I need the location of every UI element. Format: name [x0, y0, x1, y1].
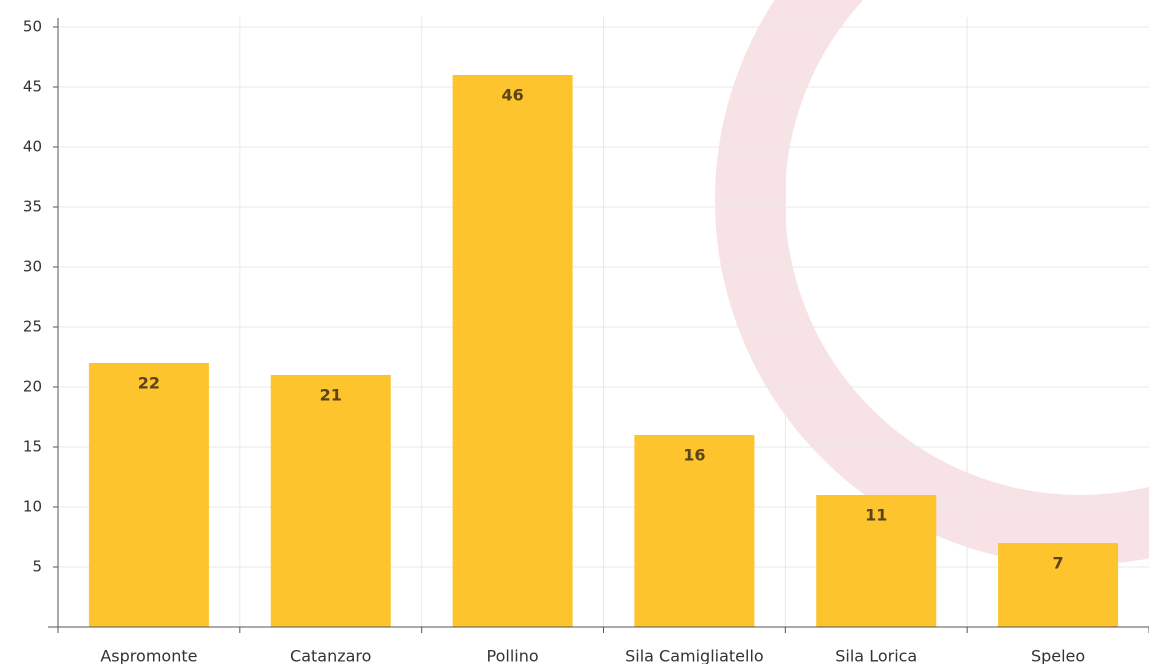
y-tick-label: 35 — [23, 198, 42, 216]
value-label: 22 — [138, 374, 160, 393]
bar — [270, 375, 391, 627]
y-tick-label: 40 — [23, 138, 42, 156]
x-tick-label: Pollino — [487, 647, 539, 664]
bar — [452, 75, 573, 627]
bar — [88, 363, 209, 627]
y-tick-label: 50 — [23, 18, 42, 36]
watermark — [715, 0, 1149, 565]
y-tick-label: 25 — [23, 318, 42, 336]
value-label: 11 — [865, 506, 887, 525]
bar — [634, 435, 755, 627]
y-tick-label: 30 — [23, 258, 42, 276]
x-tick-label: Speleo — [1031, 647, 1085, 664]
x-tick-label: Sila Lorica — [835, 647, 917, 664]
value-label: 46 — [501, 86, 523, 105]
bar — [816, 495, 937, 627]
y-tick-label: 15 — [23, 438, 42, 456]
value-label: 16 — [683, 446, 705, 465]
value-label: 21 — [320, 386, 342, 405]
y-tick-label: 45 — [23, 78, 42, 96]
x-tick-label: Sila Camigliatello — [625, 647, 764, 664]
y-tick-label: 20 — [23, 378, 42, 396]
bar — [998, 543, 1119, 627]
x-tick-label: Aspromonte — [100, 647, 197, 664]
value-label: 7 — [1053, 554, 1064, 573]
y-tick-label: 10 — [23, 498, 42, 516]
y-tick-label: 5 — [32, 558, 42, 576]
x-tick-label: Catanzaro — [290, 647, 371, 664]
